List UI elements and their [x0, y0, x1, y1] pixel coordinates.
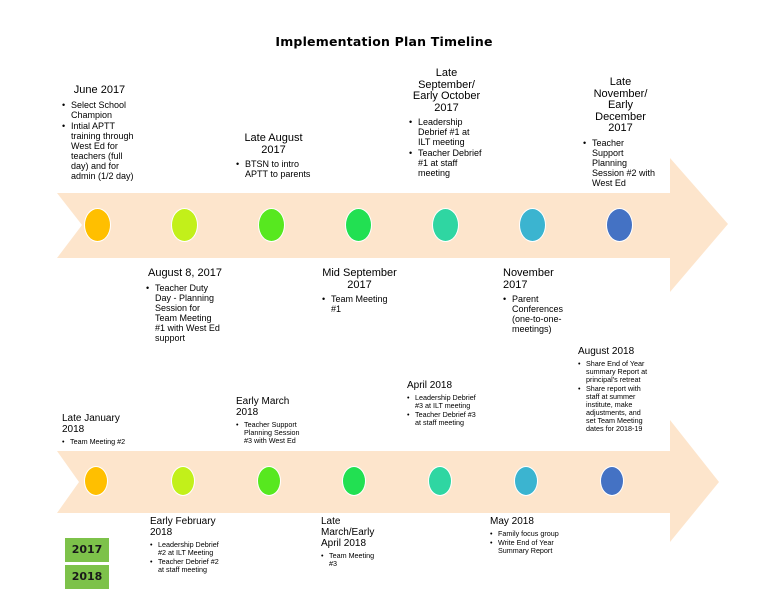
event-date: Early March 2018	[236, 396, 290, 418]
event-item: Intial APTT training through West Ed for…	[62, 121, 137, 181]
event-item: Team Meeting #3	[321, 552, 383, 568]
event-item: BTSN to intro APTT to parents	[236, 159, 311, 179]
milestone-dot-2018-4	[342, 466, 366, 496]
milestone-dot-2017-6	[519, 208, 546, 242]
event-late-sept-early-oct-2017: Late September/ Early October 2017 Leade…	[409, 67, 484, 179]
event-date: June 2017	[73, 84, 126, 96]
milestone-dot-2017-7	[606, 208, 633, 242]
event-item: Teacher Debrief #1 at staff meeting	[409, 148, 484, 178]
event-date: Late November/ Early December 2017	[593, 76, 648, 134]
event-item: Parent Conferences (one-to-one-meetings)	[503, 294, 571, 334]
event-date: August 2018	[578, 346, 635, 357]
diagram-title: Implementation Plan Timeline	[275, 34, 493, 49]
event-date: August 8, 2017	[147, 267, 222, 279]
event-august-2018: August 2018 Share End of Year summary Re…	[578, 346, 652, 434]
event-date: Late March/Early April 2018	[321, 516, 375, 549]
milestone-dot-2017-4	[345, 208, 372, 242]
event-late-march-early-april-2018: Late March/Early April 2018 Team Meeting…	[321, 516, 383, 569]
event-late-august-2017: Late August 2017 BTSN to intro APTT to p…	[236, 132, 311, 180]
event-item: Team Meeting #1	[322, 294, 397, 314]
milestone-dot-2018-7	[600, 466, 624, 496]
event-early-march-2018: Early March 2018 Teacher Support Plannin…	[236, 396, 308, 446]
arrow-2018	[57, 420, 719, 542]
event-item: Teacher Duty Day - Planning Session for …	[146, 283, 224, 343]
milestone-dot-2018-3	[257, 466, 281, 496]
event-late-january-2018: Late January 2018 Team Meeting #2	[62, 413, 142, 447]
event-item: Teacher Support Planning Session #3 with…	[236, 421, 308, 445]
milestone-dot-2018-1	[84, 466, 108, 496]
event-item: Leadership Debrief #2 at ILT Meeting	[150, 541, 226, 557]
event-item: Teacher Support Planning Session #2 with…	[583, 138, 658, 188]
milestone-dot-2018-6	[514, 466, 538, 496]
event-item: Teacher Debrief #3 at staff meeting	[407, 411, 479, 427]
milestone-dot-2018-2	[171, 466, 195, 496]
event-date: Late September/ Early October 2017	[412, 67, 481, 114]
legend-2017: 2017	[65, 538, 109, 562]
event-april-2018: April 2018 Leadership Debrief #3 at ILT …	[407, 380, 479, 428]
event-date: Early February 2018	[150, 516, 216, 538]
event-november-2017: November 2017 Parent Conferences (one-to…	[503, 267, 571, 335]
milestone-dot-2017-3	[258, 208, 285, 242]
event-early-february-2018: Early February 2018 Leadership Debrief #…	[150, 516, 226, 575]
event-item: Leadership Debrief #1 at ILT meeting	[409, 117, 484, 147]
event-date: April 2018	[407, 380, 453, 391]
event-item: Teacher Debrief #2 at staff meeting	[150, 558, 226, 574]
event-may-2018: May 2018 Family focus group Write End of…	[490, 516, 568, 556]
event-item: Write End of Year Summary Report	[490, 539, 568, 555]
event-item: Select School Champion	[62, 100, 137, 120]
event-date: May 2018	[490, 516, 534, 527]
arrow-2017	[57, 158, 728, 292]
milestone-dot-2018-5	[428, 466, 452, 496]
milestone-dot-2017-5	[432, 208, 459, 242]
event-mid-september-2017: Mid September 2017 Team Meeting #1	[322, 267, 397, 315]
event-date: Late August 2017	[244, 132, 303, 156]
event-june-2017: June 2017 Select School Champion Intial …	[62, 84, 137, 182]
event-item: Team Meeting #2	[62, 438, 142, 447]
event-august-8-2017: August 8, 2017 Teacher Duty Day - Planni…	[146, 267, 224, 344]
milestone-dot-2017-1	[84, 208, 111, 242]
event-item: Leadership Debrief #3 at ILT meeting	[407, 394, 479, 410]
milestone-dot-2017-2	[171, 208, 198, 242]
event-item: Share End of Year summary Report at prin…	[578, 360, 652, 384]
event-date: November 2017	[503, 267, 554, 291]
event-item: Family focus group	[490, 530, 568, 539]
event-late-nov-early-dec-2017: Late November/ Early December 2017 Teach…	[583, 76, 658, 189]
event-date: Mid September 2017	[322, 267, 397, 291]
legend-2018: 2018	[65, 565, 109, 589]
event-date: Late January 2018	[62, 413, 120, 435]
event-item: Share report with staff at summer instit…	[578, 385, 652, 433]
